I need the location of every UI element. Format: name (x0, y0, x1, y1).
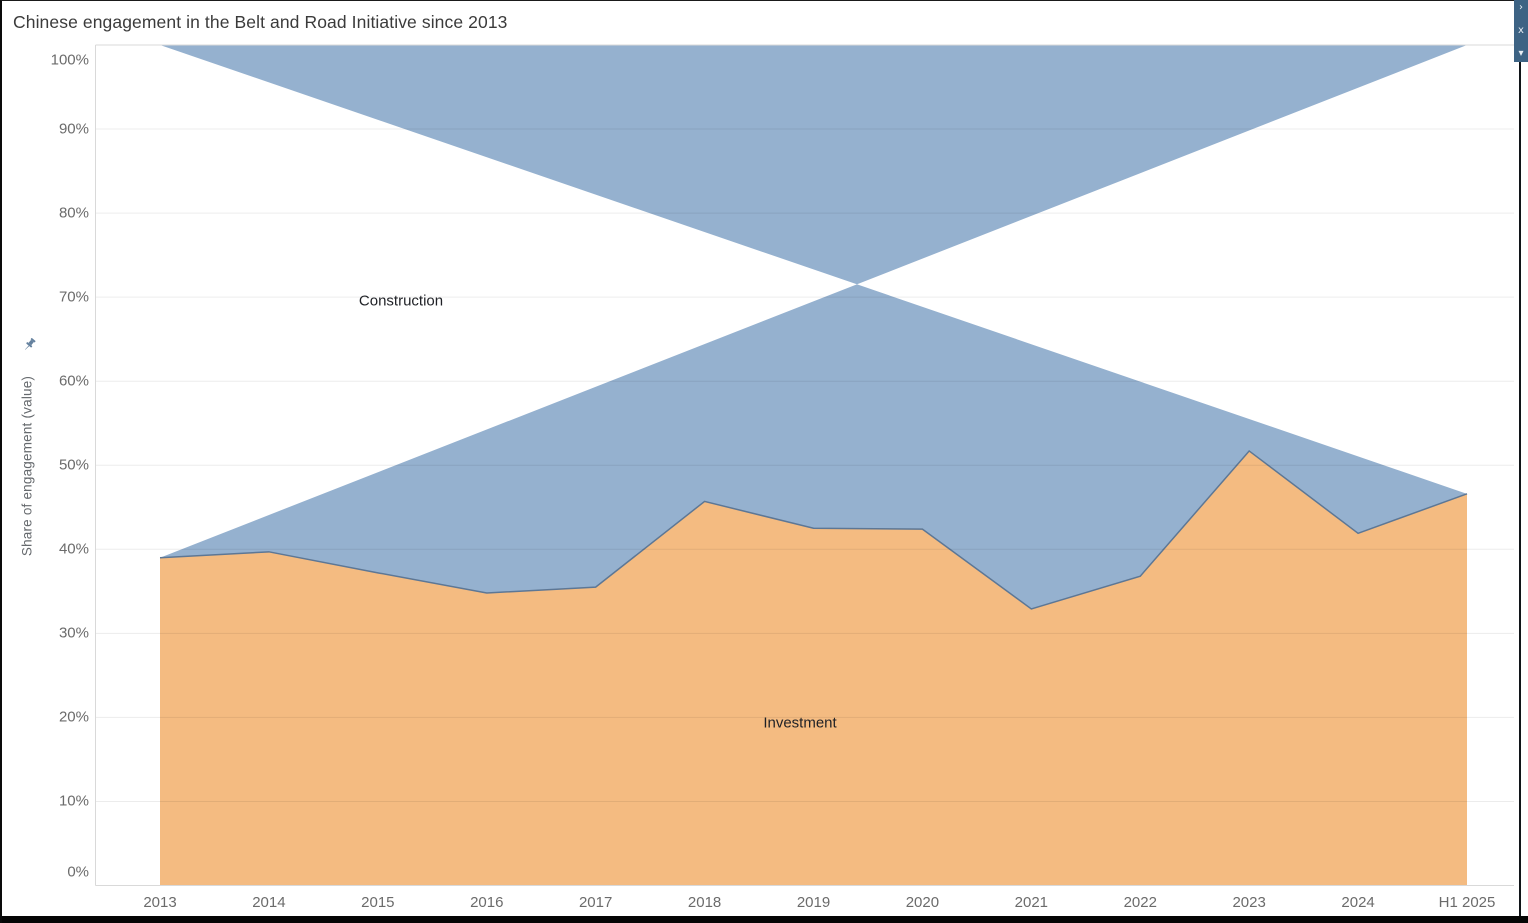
x-tick-label-2023: 2023 (1232, 894, 1266, 911)
caret-down-icon[interactable]: ▾ (1518, 48, 1524, 59)
investment-area[interactable] (160, 450, 1467, 886)
collapsed-side-toolbar[interactable]: › x ▾ (1514, 0, 1528, 62)
y-tick-label-10: 10% (58, 792, 89, 810)
page-title: Chinese engagement in the Belt and Road … (13, 12, 508, 32)
x-tick-label-2020: 2020 (905, 894, 940, 911)
title-bar: Chinese engagement in the Belt and Road … (0, 0, 1528, 44)
x-tick-label-2013: 2013 (143, 894, 177, 911)
y-tick-label-40: 40% (58, 540, 89, 558)
chevron-right-icon[interactable]: › (1519, 2, 1523, 13)
close-icon[interactable]: x (1518, 25, 1524, 36)
right-edge-divider (1519, 60, 1521, 916)
bottom-window-bar (0, 916, 1528, 923)
x-tick-label-2022: 2022 (1123, 894, 1157, 911)
y-tick-label-80: 80% (58, 204, 89, 222)
y-tick-label-30: 30% (58, 624, 89, 642)
y-axis-title: Share of engagement (value) (19, 375, 35, 557)
construction-area[interactable] (160, 45, 1467, 609)
pin-icon[interactable] (22, 337, 37, 352)
x-tick-label-2019: 2019 (796, 894, 831, 911)
y-tick-label-60: 60% (58, 372, 89, 390)
x-tick-label-2015: 2015 (361, 894, 395, 911)
x-tick-label-2016: 2016 (470, 894, 504, 911)
y-tick-label-0: 0% (67, 863, 89, 881)
x-tick-label-2024: 2024 (1341, 894, 1375, 911)
y-tick-label-100: 100% (50, 51, 89, 69)
y-tick-label-50: 50% (58, 456, 89, 474)
x-tick-label-H1-2025: H1 2025 (1438, 894, 1496, 911)
x-tick-label-2014: 2014 (252, 894, 286, 911)
x-tick-label-2021: 2021 (1014, 894, 1049, 911)
y-tick-label-70: 70% (58, 288, 89, 306)
series-boundary-line (159, 449, 1468, 610)
y-tick-label-90: 90% (58, 120, 89, 138)
x-tick-label-2018: 2018 (687, 894, 722, 911)
y-tick-label-20: 20% (58, 708, 89, 726)
x-tick-label-2017: 2017 (578, 894, 613, 911)
